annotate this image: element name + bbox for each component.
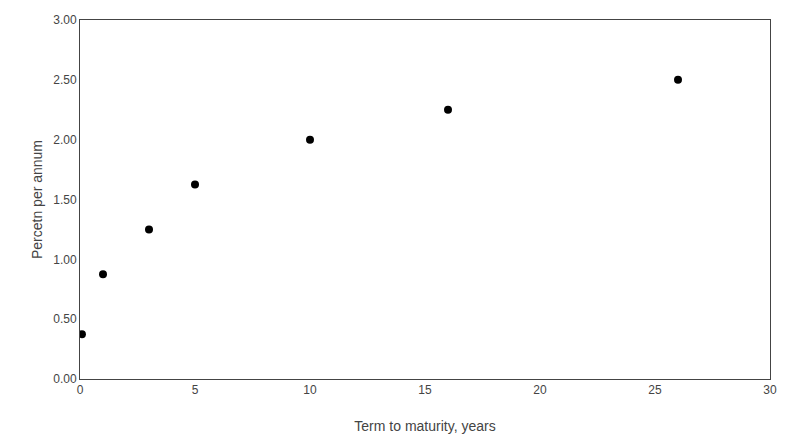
svg-text:30: 30: [763, 383, 777, 397]
svg-text:5: 5: [192, 383, 199, 397]
svg-text:2.50: 2.50: [53, 73, 77, 87]
svg-text:0.00: 0.00: [53, 372, 77, 386]
svg-text:0: 0: [77, 383, 84, 397]
svg-text:Percetn per annum: Percetn per annum: [29, 140, 45, 259]
svg-text:25: 25: [648, 383, 662, 397]
svg-text:3.00: 3.00: [53, 13, 77, 27]
svg-text:2.00: 2.00: [53, 133, 77, 147]
svg-text:15: 15: [418, 383, 432, 397]
svg-text:20: 20: [533, 383, 547, 397]
svg-text:1.50: 1.50: [53, 193, 77, 207]
svg-text:0.50: 0.50: [53, 312, 77, 326]
svg-text:1.00: 1.00: [53, 253, 77, 267]
svg-text:10: 10: [303, 383, 317, 397]
svg-text:Term to maturity, years: Term to maturity, years: [354, 418, 495, 434]
